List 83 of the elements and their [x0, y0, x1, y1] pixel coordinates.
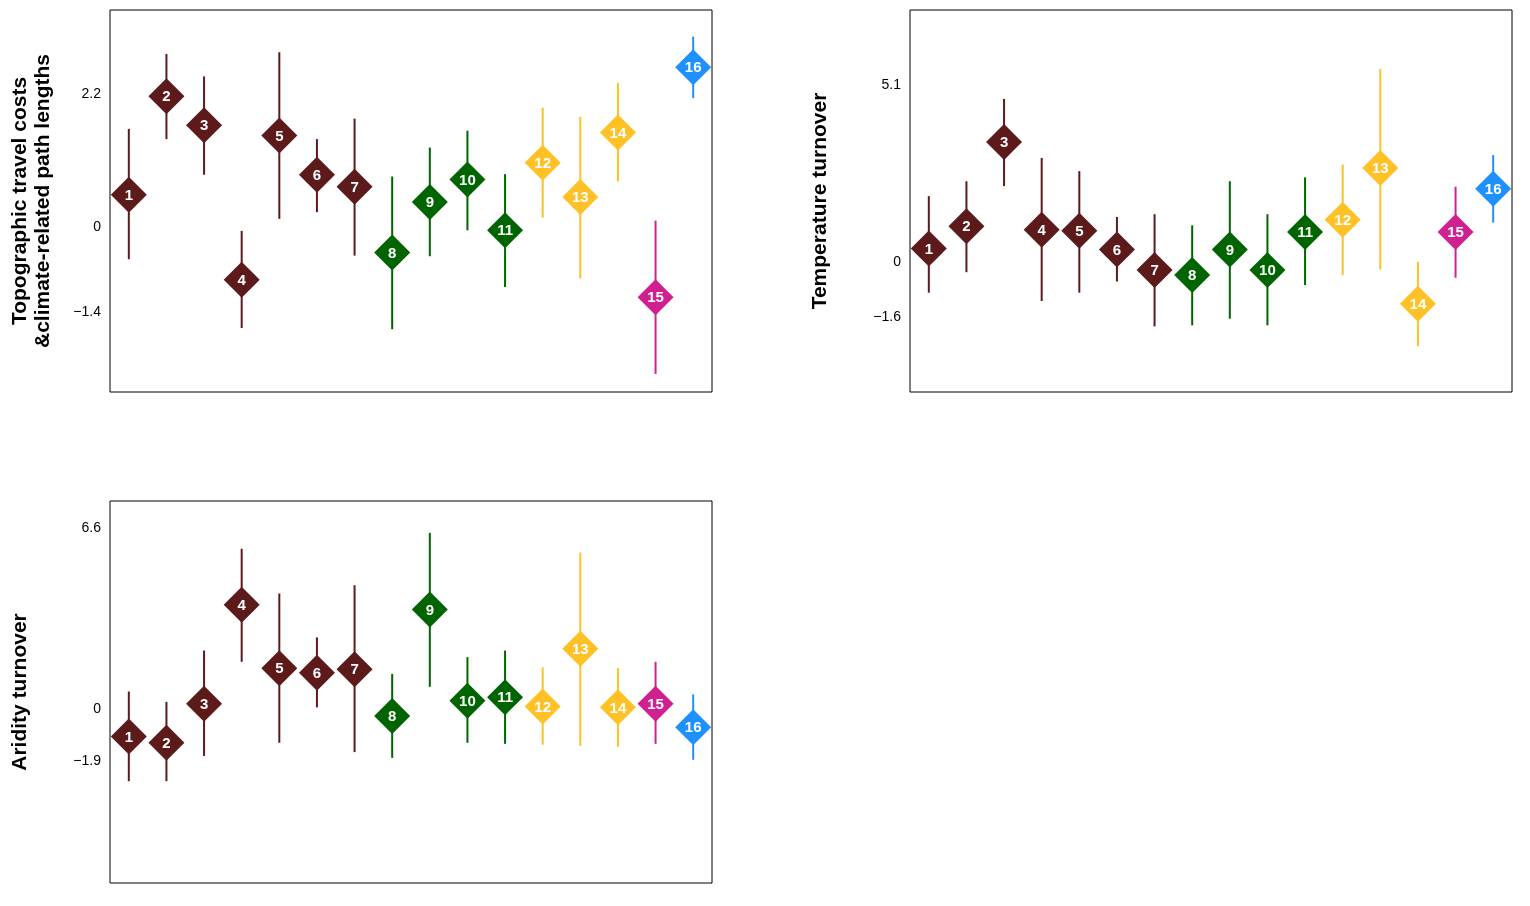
category-label: 12: [924, 217, 971, 257]
category-label: 14: [609, 698, 627, 716]
category-label: 1: [124, 185, 133, 203]
category-label: 12: [534, 153, 552, 171]
category-label: 9: [1225, 240, 1234, 258]
category-label: 15: [647, 288, 664, 306]
y-tick-label: 0: [93, 218, 102, 235]
category-label: 11: [497, 221, 513, 239]
point: [148, 78, 185, 115]
y-tick-label: −1.4: [73, 302, 102, 319]
category-label: 5: [1075, 222, 1084, 240]
y-tick-label: −1.9: [73, 752, 102, 769]
category-label: 1: [124, 727, 133, 745]
category-label: 2: [162, 733, 171, 751]
category-label: 13: [571, 639, 589, 657]
point: [1211, 231, 1248, 268]
category-label: 4: [237, 270, 246, 288]
category-label: 5: [275, 659, 284, 677]
y-tick-label: 5.1: [881, 75, 902, 92]
category-label: 16: [684, 718, 702, 736]
point: [1061, 212, 1098, 249]
category-label: 12: [534, 697, 552, 715]
point: [110, 176, 147, 213]
point: [336, 651, 373, 688]
category-label: 4: [237, 595, 246, 613]
category-label: 16: [684, 58, 702, 76]
point: [223, 586, 260, 623]
point: [298, 156, 335, 193]
category-label: 8: [388, 243, 397, 261]
y-tick-label: 2.2: [81, 85, 102, 102]
category-label: 9: [425, 600, 434, 618]
category-label: 13: [571, 188, 589, 206]
point: [948, 208, 985, 245]
category-label: 14: [609, 123, 627, 141]
category-label: 13: [1371, 159, 1389, 177]
category-label: 9: [425, 193, 434, 211]
point: [223, 261, 260, 298]
category-label: 5: [275, 126, 284, 144]
category-label: 8: [388, 707, 397, 725]
point: [261, 650, 298, 687]
y-axis-title: Aridity turnover: [7, 613, 31, 771]
point: [986, 123, 1023, 160]
y-tick-label: −1.6: [873, 308, 902, 325]
category-label: 12: [1334, 210, 1352, 228]
category-label: 10: [459, 691, 476, 709]
category-label: 2: [162, 87, 171, 105]
category-label: 8: [1188, 266, 1197, 284]
point: [1023, 211, 1060, 248]
category-label: 10: [1259, 261, 1276, 279]
category-label: 15: [1447, 223, 1464, 241]
y-tick-label: 0: [893, 252, 902, 269]
category-label: 15: [647, 694, 664, 712]
point: [411, 183, 448, 220]
point: [186, 685, 223, 722]
category-label: 7: [350, 660, 359, 678]
y-axis-title: Topographic travel costs &climate-related path lengths: [7, 53, 54, 349]
point: [411, 591, 448, 628]
point: [186, 107, 223, 144]
point: [110, 718, 147, 755]
point: [148, 724, 185, 761]
category-label: 14: [1409, 294, 1427, 312]
y-tick-label: 6.6: [81, 519, 102, 536]
point: [1136, 252, 1173, 289]
category-label: 10: [459, 170, 476, 188]
category-label: 6: [312, 663, 322, 681]
category-label: 11: [497, 688, 513, 706]
category-label: 3: [999, 133, 1009, 151]
point: [298, 654, 335, 691]
category-label: 11: [1297, 223, 1313, 241]
point: [1098, 231, 1135, 268]
category-label: 7: [350, 177, 359, 195]
category-label: 4: [1037, 220, 1046, 238]
category-label: 3: [199, 694, 209, 712]
category-label: 16: [1484, 179, 1502, 197]
point: [910, 230, 947, 267]
category-label: 3: [199, 116, 209, 134]
category-label: 6: [312, 165, 322, 183]
y-axis-title: Temperature turnover: [807, 92, 831, 310]
category-label: 7: [1150, 261, 1159, 279]
y-tick-label: 0: [93, 700, 102, 717]
point: [261, 117, 298, 154]
point: [336, 168, 373, 205]
category-label: 6: [1112, 240, 1122, 258]
